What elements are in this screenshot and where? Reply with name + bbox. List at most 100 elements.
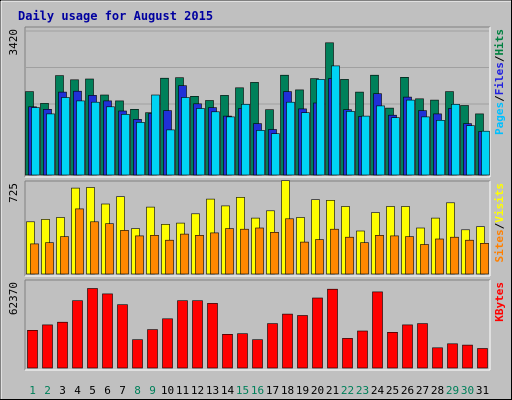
x-tick-label: 2 — [44, 384, 51, 397]
bar-kbytes-day-31 — [477, 348, 488, 369]
bar-sites-day-5 — [90, 221, 99, 275]
x-tick-label: 4 — [74, 384, 81, 397]
x-tick-label: 5 — [89, 384, 96, 397]
legend-separator: / — [493, 95, 506, 102]
chart-title: Daily usage for August 2015 — [18, 9, 213, 23]
bar-kbytes-day-27 — [417, 323, 428, 369]
bar-kbytes-day-15 — [237, 333, 248, 369]
bar-sites-day-28 — [435, 238, 444, 275]
bar-pages-day-1 — [31, 107, 40, 176]
bar-kbytes-day-18 — [282, 313, 293, 369]
bar-sites-day-29 — [450, 236, 459, 275]
x-tick-label: 13 — [206, 384, 219, 397]
legend-kbytes: KBytes — [493, 282, 506, 322]
bar-sites-day-2 — [45, 242, 54, 275]
bar-kbytes-day-6 — [102, 293, 113, 369]
bar-kbytes-day-10 — [162, 318, 173, 369]
bar-sites-day-14 — [225, 228, 234, 275]
bar-sites-day-3 — [60, 236, 69, 275]
panel-hits-files-pages: 3420 Pages/Files/Hits — [7, 26, 506, 178]
bar-pages-day-8 — [136, 122, 145, 176]
bar-kbytes-day-19 — [297, 315, 308, 369]
bar-kbytes-day-21 — [327, 288, 338, 369]
bar-sites-day-30 — [465, 239, 474, 275]
bar-kbytes-day-29 — [447, 343, 458, 369]
legend-item-kbytes: KBytes — [493, 282, 506, 322]
panel-kbytes: 62370 KBytes — [7, 279, 506, 371]
x-tick-label: 31 — [476, 384, 489, 397]
bar-kbytes-day-13 — [207, 303, 218, 369]
x-tick-label: 10 — [161, 384, 174, 397]
bar-sites-day-31 — [480, 243, 489, 275]
x-tick-label: 28 — [431, 384, 444, 397]
y-max-label-visits-sites: 725 — [7, 183, 20, 203]
x-tick-label: 25 — [386, 384, 399, 397]
bar-kbytes-day-25 — [387, 331, 398, 369]
bar-kbytes-day-23 — [357, 330, 368, 369]
bar-kbytes-day-12 — [192, 300, 203, 369]
bar-pages-day-25 — [391, 117, 400, 176]
bar-pages-day-28 — [436, 120, 445, 176]
x-axis: 1 2 3 4 5 6 7 8 9 10 11 12 13 14 15 16 17 18 19 20 21 22 23 24 2… — [29, 384, 489, 397]
bar-pages-day-11 — [181, 97, 190, 176]
bar-pages-day-4 — [76, 100, 85, 176]
bar-pages-day-26 — [406, 99, 415, 176]
x-tick-label: 23 — [356, 384, 369, 397]
x-tick-label: 22 — [341, 384, 354, 397]
legend-item-hits: Hits — [493, 29, 506, 56]
bar-kbytes-day-9 — [147, 329, 158, 369]
bar-sites-day-23 — [360, 242, 369, 275]
bar-kbytes-day-3 — [57, 321, 68, 369]
x-tick-label: 11 — [176, 384, 189, 397]
x-tick-label: 14 — [221, 384, 235, 397]
bar-kbytes-day-2 — [42, 324, 53, 369]
legend-item-pages: Pages — [493, 102, 506, 135]
bar-pages-day-17 — [271, 133, 280, 176]
bar-sites-day-9 — [150, 235, 159, 275]
x-tick-label: 19 — [296, 384, 309, 397]
bar-pages-day-21 — [331, 65, 340, 176]
legend-hits-files-pages: Pages/Files/Hits — [493, 29, 506, 135]
bar-sites-day-15 — [240, 228, 249, 275]
bar-pages-day-13 — [211, 111, 220, 176]
legend-separator: / — [493, 55, 506, 62]
bar-pages-day-3 — [61, 97, 70, 176]
bar-kbytes-day-1 — [27, 329, 38, 369]
bar-kbytes-day-22 — [342, 338, 353, 369]
bar-sites-day-16 — [255, 227, 264, 275]
bar-sites-day-27 — [420, 244, 429, 275]
bar-pages-day-31 — [481, 130, 490, 176]
y-max-label-hits-files-pages: 3420 — [7, 29, 20, 56]
bar-pages-day-24 — [376, 105, 385, 176]
bar-pages-day-16 — [256, 130, 265, 176]
bar-kbytes-day-14 — [222, 333, 233, 369]
bar-pages-day-6 — [106, 106, 115, 176]
bar-pages-day-5 — [91, 101, 100, 176]
x-tick-label: 27 — [416, 384, 429, 397]
bar-pages-day-15 — [241, 104, 250, 176]
bar-pages-day-20 — [316, 79, 325, 176]
bar-sites-day-18 — [285, 218, 294, 275]
bar-pages-day-29 — [451, 104, 460, 176]
bar-sites-day-21 — [330, 228, 339, 275]
x-tick-label: 20 — [311, 384, 324, 397]
bar-pages-day-19 — [301, 112, 310, 176]
bar-sites-day-4 — [75, 208, 84, 275]
bar-pages-day-2 — [46, 113, 55, 176]
bar-kbytes-day-26 — [402, 324, 413, 369]
bar-kbytes-day-5 — [87, 288, 98, 369]
x-tick-label: 12 — [191, 384, 204, 397]
legend-separator: / — [493, 222, 506, 229]
bar-kbytes-day-17 — [267, 323, 278, 369]
bar-sites-day-20 — [315, 239, 324, 275]
bar-pages-day-27 — [421, 116, 430, 176]
legend-item-visits: Visits — [493, 183, 506, 223]
bar-sites-day-7 — [120, 230, 129, 275]
bar-sites-day-24 — [375, 235, 384, 275]
x-tick-label: 29 — [446, 384, 459, 397]
x-tick-label: 21 — [326, 384, 339, 397]
x-tick-label: 8 — [134, 384, 141, 397]
bar-sites-day-8 — [135, 235, 144, 275]
bar-sites-day-17 — [270, 232, 279, 275]
